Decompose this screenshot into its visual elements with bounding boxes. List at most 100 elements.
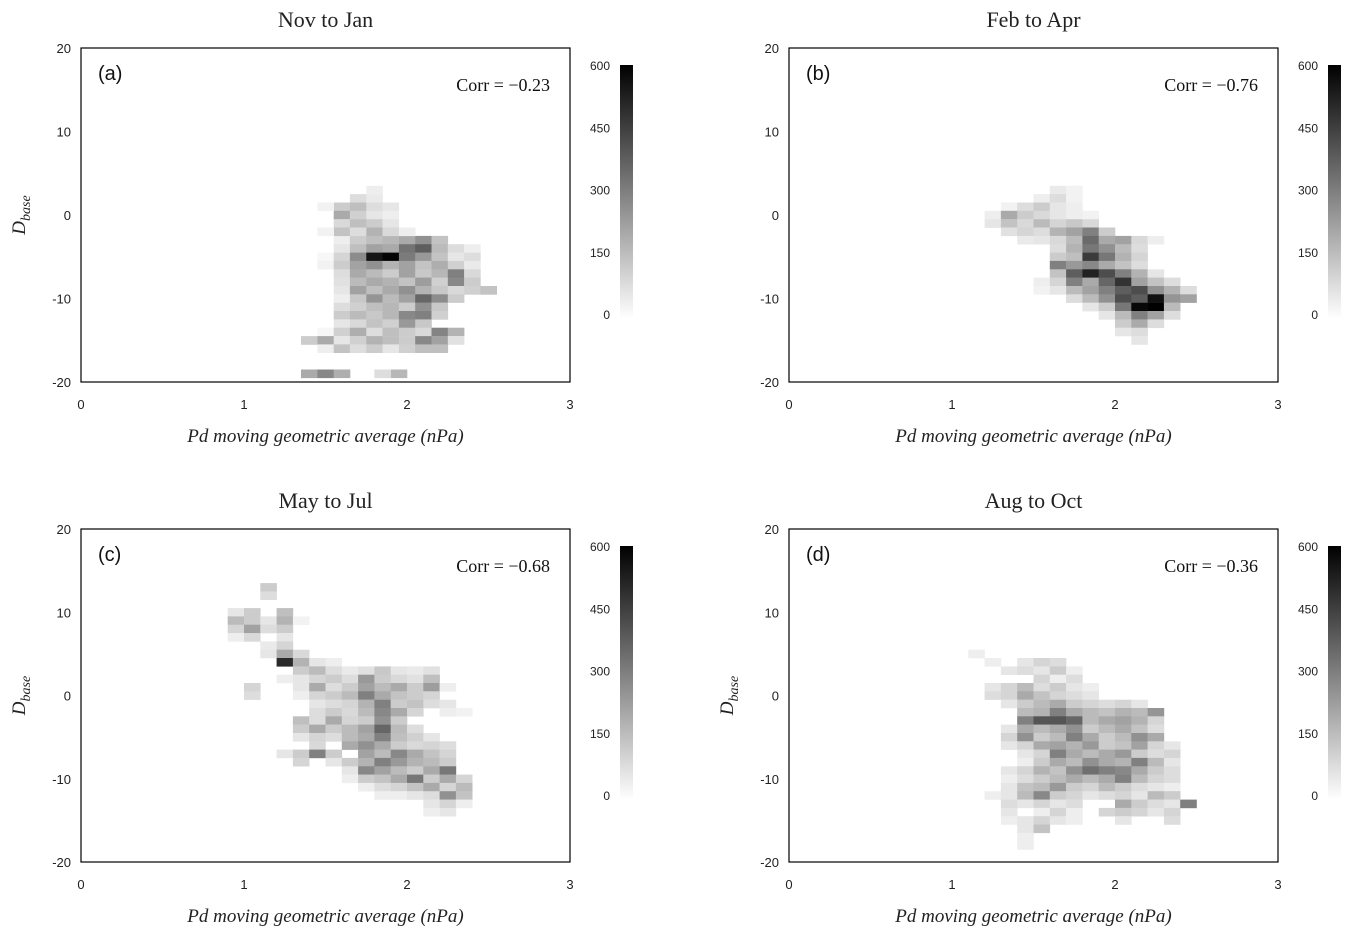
heatmap-cell — [423, 683, 440, 692]
x-tick-label: 3 — [1274, 877, 1281, 892]
x-tick-label: 0 — [785, 397, 792, 412]
heatmap-cell — [292, 649, 310, 659]
heatmap-cell — [1066, 219, 1083, 228]
heatmap-cell — [1115, 269, 1132, 278]
heatmap-cell — [439, 757, 457, 767]
heatmap-cell — [1098, 294, 1116, 303]
heatmap-cell — [390, 691, 408, 700]
y-tick-label: 10 — [765, 605, 779, 620]
heatmap-cell — [341, 733, 359, 742]
heatmap-cell — [1082, 716, 1099, 725]
heatmap-cell — [1066, 260, 1083, 270]
heatmap-cell — [390, 716, 408, 725]
heatmap-cell — [1066, 294, 1083, 303]
heatmap-cell — [1066, 741, 1083, 750]
y-tick-label: -20 — [760, 855, 779, 870]
heatmap-cell — [1082, 227, 1099, 237]
panel-1: Feb to Apr 0 1 2 3 20 10 0 -10 -20 Pd moving geome… — [760, 7, 1341, 447]
heatmap-cell — [366, 336, 383, 345]
colorbar — [1328, 546, 1341, 800]
heatmap-cell — [423, 749, 440, 759]
colorbar — [620, 65, 633, 319]
heatmap-cell — [423, 782, 440, 792]
heatmap-cell — [349, 294, 367, 303]
heatmap-cell — [1131, 260, 1148, 270]
heatmap-cell — [1082, 708, 1099, 717]
heatmap-cell — [1033, 741, 1051, 750]
heatmap-cell — [1049, 286, 1067, 295]
heatmap-cell — [390, 733, 408, 742]
colorbar-tick-label: 600 — [590, 540, 610, 554]
heatmap-cell — [1180, 294, 1197, 303]
colorbar-tick-label: 600 — [1298, 59, 1318, 73]
heatmap-cell — [1180, 286, 1197, 295]
plot-frame — [80, 47, 571, 383]
heatmap-cell — [439, 749, 457, 759]
heatmap-cell — [1082, 741, 1099, 750]
y-tick-label: -10 — [760, 772, 779, 787]
heatmap-cell — [455, 791, 473, 800]
heatmap-cell — [407, 724, 424, 734]
colorbar-tick-label: 450 — [1298, 602, 1318, 616]
heatmap-cell — [1098, 260, 1116, 270]
heatmap-cell — [398, 319, 416, 329]
heatmap-cell — [325, 724, 343, 734]
heatmap-cell — [1049, 674, 1067, 684]
heatmap-cell — [1082, 691, 1099, 700]
heatmap-cell — [1017, 691, 1034, 700]
heatmap-cell — [349, 210, 367, 220]
heatmap-cell — [431, 302, 449, 312]
correlation-annotation: Corr = −0.68 — [456, 556, 550, 576]
x-tick-label: 3 — [1274, 397, 1281, 412]
y-axis-label: Dbase — [9, 195, 34, 235]
heatmap-cell — [407, 683, 424, 692]
heatmap-cell — [1049, 219, 1067, 228]
y-axis-label-main: D — [9, 701, 30, 716]
heatmap-cell — [1000, 799, 1018, 809]
heatmap-cell — [1049, 235, 1067, 245]
heatmap-cell — [464, 277, 481, 287]
heatmap-cell — [1147, 716, 1165, 725]
heatmap-cell — [1017, 832, 1034, 842]
heatmap-cell — [1049, 724, 1067, 734]
heatmap-cell — [1147, 766, 1165, 775]
heatmap-cell — [1115, 766, 1132, 775]
heatmap-cell — [1131, 302, 1148, 312]
heatmap-cell — [1066, 791, 1083, 800]
heatmap-cell — [1049, 749, 1067, 759]
heatmap-cell — [1098, 269, 1116, 278]
heatmap-cell — [1082, 724, 1099, 734]
heatmap-cell — [382, 336, 400, 345]
heatmap-cell — [1115, 749, 1132, 759]
heatmap-cell — [301, 336, 318, 345]
heatmap-cell — [276, 608, 294, 617]
heatmap-cell — [1082, 260, 1099, 270]
heatmap-cell — [349, 244, 367, 253]
heatmap-cell — [309, 691, 326, 700]
y-tick-label: 20 — [765, 41, 779, 56]
x-axis-label: Pd moving geometric average (nPa) — [894, 906, 1171, 926]
heatmap-cell — [244, 616, 261, 625]
heatmap-cell — [1049, 716, 1067, 725]
heatmap-cell — [244, 608, 261, 617]
heatmap-cell — [1066, 210, 1083, 220]
heatmap-cell — [1017, 202, 1034, 212]
heatmap-cell — [423, 799, 440, 809]
heatmap-cell — [244, 691, 261, 700]
heatmap-cell — [407, 791, 424, 800]
heatmap-cell — [1115, 244, 1132, 253]
heatmap-cell — [1017, 782, 1034, 792]
heatmap-cell — [1017, 683, 1034, 692]
heatmap-cell — [1131, 244, 1148, 253]
heatmap-cell — [407, 766, 424, 775]
heatmap-cell — [1147, 791, 1165, 800]
heatmap-cell — [382, 202, 400, 212]
heatmap-cell — [349, 302, 367, 312]
heatmap-cell — [374, 757, 391, 767]
heatmap-cell — [968, 649, 985, 659]
heatmap-cell — [333, 235, 351, 245]
heatmap-cell — [366, 210, 383, 220]
heatmap-cell — [1066, 202, 1083, 212]
heatmap-cell — [1115, 799, 1132, 809]
panel-2: May to Jul 0 1 2 3 20 10 0 -10 -20 Pd moving geome… — [9, 488, 633, 926]
